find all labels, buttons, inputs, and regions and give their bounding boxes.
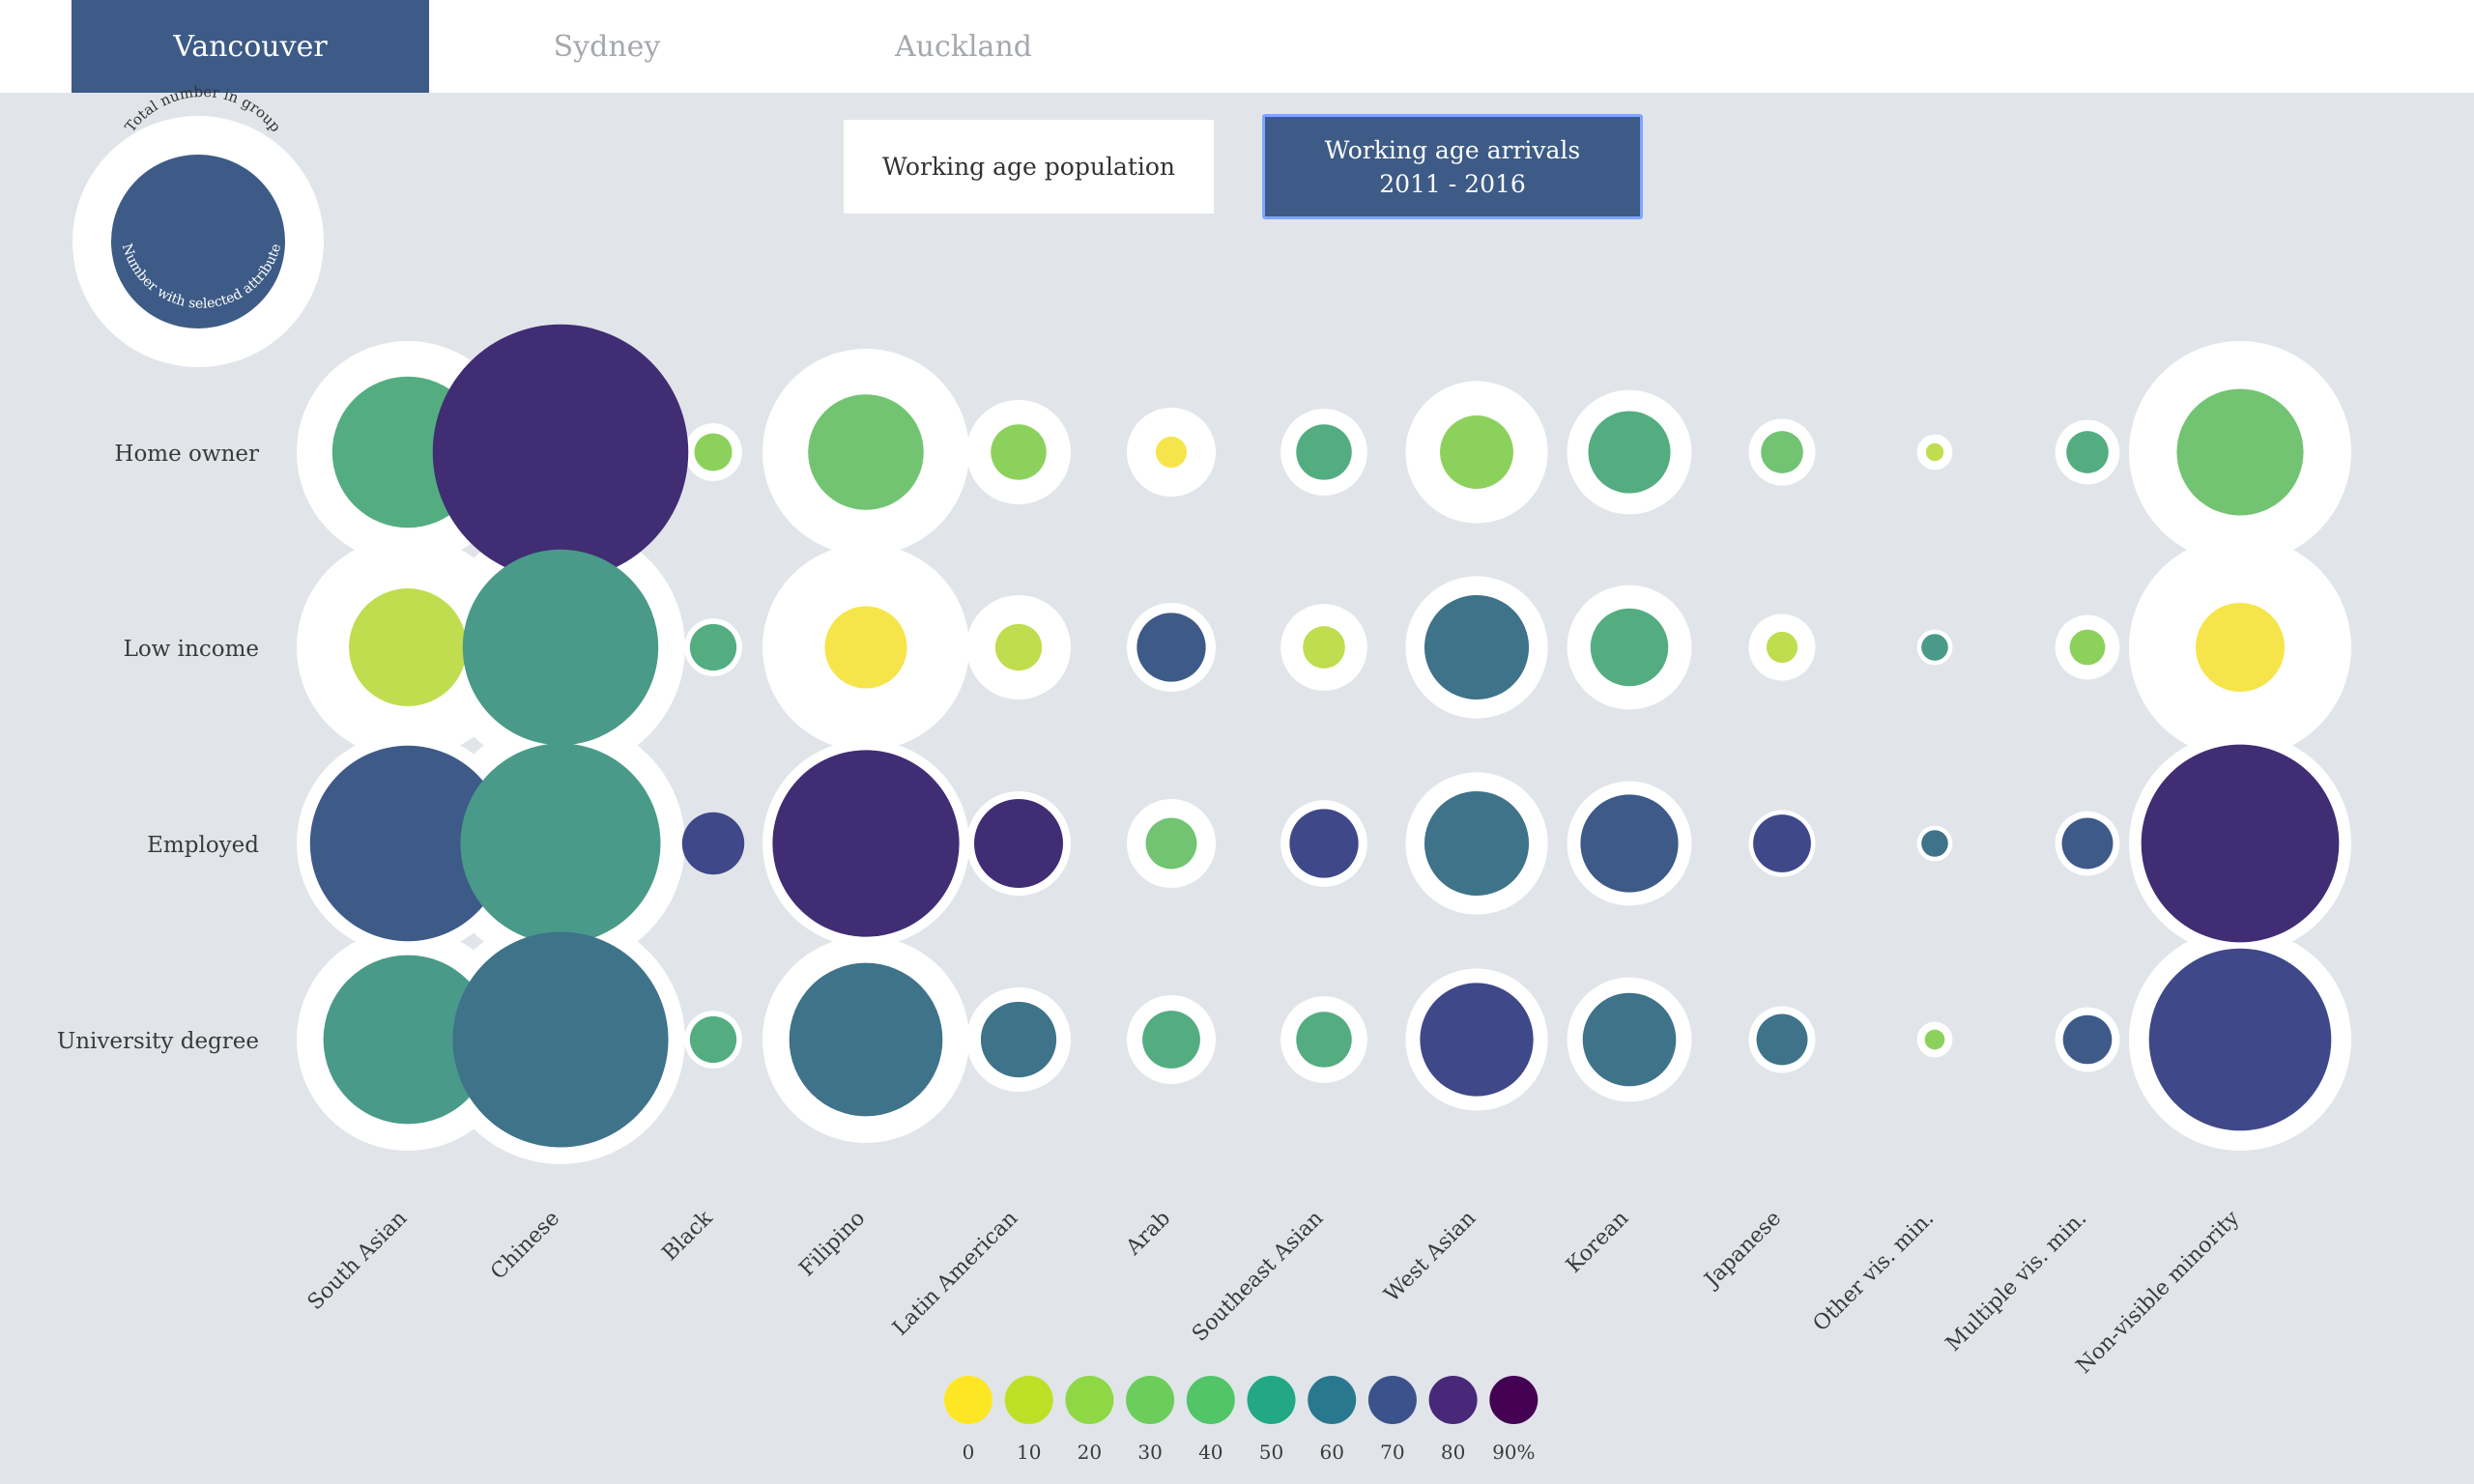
legend-swatch [1489, 1376, 1539, 1424]
attribute-bubble [2176, 388, 2304, 516]
attribute-bubble [1155, 436, 1188, 469]
attribute-bubble [432, 324, 689, 581]
attribute-bubble [1424, 790, 1530, 897]
legend-label: 80 [1441, 1441, 1465, 1464]
legend-label: 20 [1078, 1441, 1102, 1464]
attribute-bubble [1588, 411, 1671, 494]
attribute-bubble [1925, 442, 1944, 462]
attribute-bubble [789, 962, 943, 1117]
legend-label: 90% [1492, 1441, 1535, 1464]
attribute-bubble [2148, 948, 2332, 1131]
attribute-bubble [824, 606, 907, 689]
attribute-bubble [1142, 1011, 1200, 1069]
attribute-bubble [1766, 631, 1798, 664]
legend-label: 0 [963, 1441, 975, 1464]
attribute-bubble [772, 750, 960, 937]
row-label: Employed [147, 833, 259, 858]
column-label: Filipino [795, 1207, 871, 1282]
legend-swatch [1186, 1376, 1235, 1424]
attribute-bubble [309, 745, 506, 942]
legend-label: 60 [1319, 1441, 1343, 1464]
attribute-bubble [689, 1015, 737, 1064]
working-age-arrivals-button[interactable]: Working age arrivals 2011 - 2016 [1262, 114, 1643, 219]
column-label: Other vis. min. [1809, 1207, 1940, 1337]
attribute-bubble [1296, 1012, 1352, 1068]
attribute-bubble [1582, 992, 1677, 1087]
legend-swatch [1367, 1376, 1417, 1424]
attribute-bubble [323, 955, 493, 1125]
attribute-bubble [1145, 817, 1197, 870]
attribute-bubbles [309, 324, 2340, 1148]
attribute-bubble [2062, 1014, 2113, 1065]
tab-auckland[interactable]: Auckland [895, 29, 1032, 64]
attribute-bubble [2196, 603, 2285, 692]
column-label: Black [658, 1206, 718, 1266]
legend-swatch [944, 1376, 992, 1424]
attribute-bubble [689, 623, 737, 671]
color-legend: 0 10 20 30 40 50 60 70 80 90% [944, 1376, 1539, 1464]
legend-label: 30 [1137, 1441, 1162, 1464]
city-tab-bar: Vancouver Sydney Auckland [0, 0, 2474, 93]
attribute-bubble [974, 799, 1063, 888]
legend-label: 40 [1198, 1441, 1223, 1464]
attribute-bubble [980, 1001, 1057, 1078]
attribute-bubble [1753, 814, 1811, 872]
attribute-bubble [1756, 1013, 1808, 1066]
legend-label: 50 [1259, 1441, 1283, 1464]
attribute-bubble [1289, 809, 1359, 878]
legend-swatch [1004, 1376, 1053, 1424]
attribute-bubble [1424, 594, 1530, 700]
legend-swatch [1428, 1376, 1478, 1424]
attribute-bubble [1580, 794, 1679, 893]
attribute-bubble [694, 433, 733, 471]
column-label: Korean [1562, 1207, 1633, 1278]
row-label: Home owner [114, 442, 259, 467]
attribute-bubble [2141, 744, 2340, 943]
attribute-bubble [1420, 983, 1534, 1097]
legend-label: 70 [1380, 1441, 1404, 1464]
tab-sydney[interactable]: Sydney [553, 29, 661, 64]
column-label: Latin American [888, 1207, 1022, 1341]
attribute-bubble [452, 931, 669, 1148]
column-label: Southeast Asian [1188, 1207, 1328, 1347]
attribute-bubble [2066, 431, 2109, 473]
attribute-bubble [994, 623, 1043, 671]
column-label: South Asian [303, 1207, 412, 1315]
row-label: Low income [124, 637, 259, 662]
attribute-bubble [462, 549, 659, 746]
column-label: Chinese [486, 1207, 564, 1285]
attribute-bubble [1136, 613, 1206, 682]
column-label: West Asian [1380, 1207, 1481, 1307]
column-label: Non-visible minority [2072, 1206, 2245, 1379]
attribute-bubble [2069, 629, 2106, 666]
attribute-bubble [681, 812, 745, 875]
working-age-population-button[interactable]: Working age population [844, 120, 1214, 214]
attribute-bubble [991, 424, 1047, 480]
column-label: Arab [1121, 1207, 1175, 1261]
size-key: Total number in group Number with select… [72, 83, 324, 367]
column-label: Japanese [1699, 1207, 1786, 1294]
legend-swatch [1247, 1376, 1296, 1424]
legend-label: 10 [1017, 1441, 1041, 1464]
key-inner-circle [111, 155, 285, 328]
legend-swatch [1065, 1376, 1114, 1424]
attribute-bubble [460, 743, 661, 944]
attribute-bubble [1921, 830, 1948, 857]
attribute-bubble [1924, 1029, 1945, 1050]
attribute-bubble [1440, 415, 1513, 489]
column-label: Multiple vis. min. [1942, 1207, 2091, 1356]
tab-vancouver[interactable]: Vancouver [72, 0, 429, 93]
attribute-bubble [2061, 817, 2114, 870]
attribute-bubble [808, 394, 924, 510]
attribute-bubble [1303, 626, 1345, 669]
attribute-bubble [1590, 608, 1669, 687]
legend-swatch [1308, 1376, 1357, 1424]
attribute-bubble [1296, 424, 1352, 480]
row-label: University degree [57, 1029, 259, 1054]
legend-swatch [1126, 1376, 1175, 1424]
attribute-bubble [349, 588, 467, 706]
attribute-bubble [1761, 431, 1803, 473]
attribute-bubble [1921, 634, 1948, 661]
